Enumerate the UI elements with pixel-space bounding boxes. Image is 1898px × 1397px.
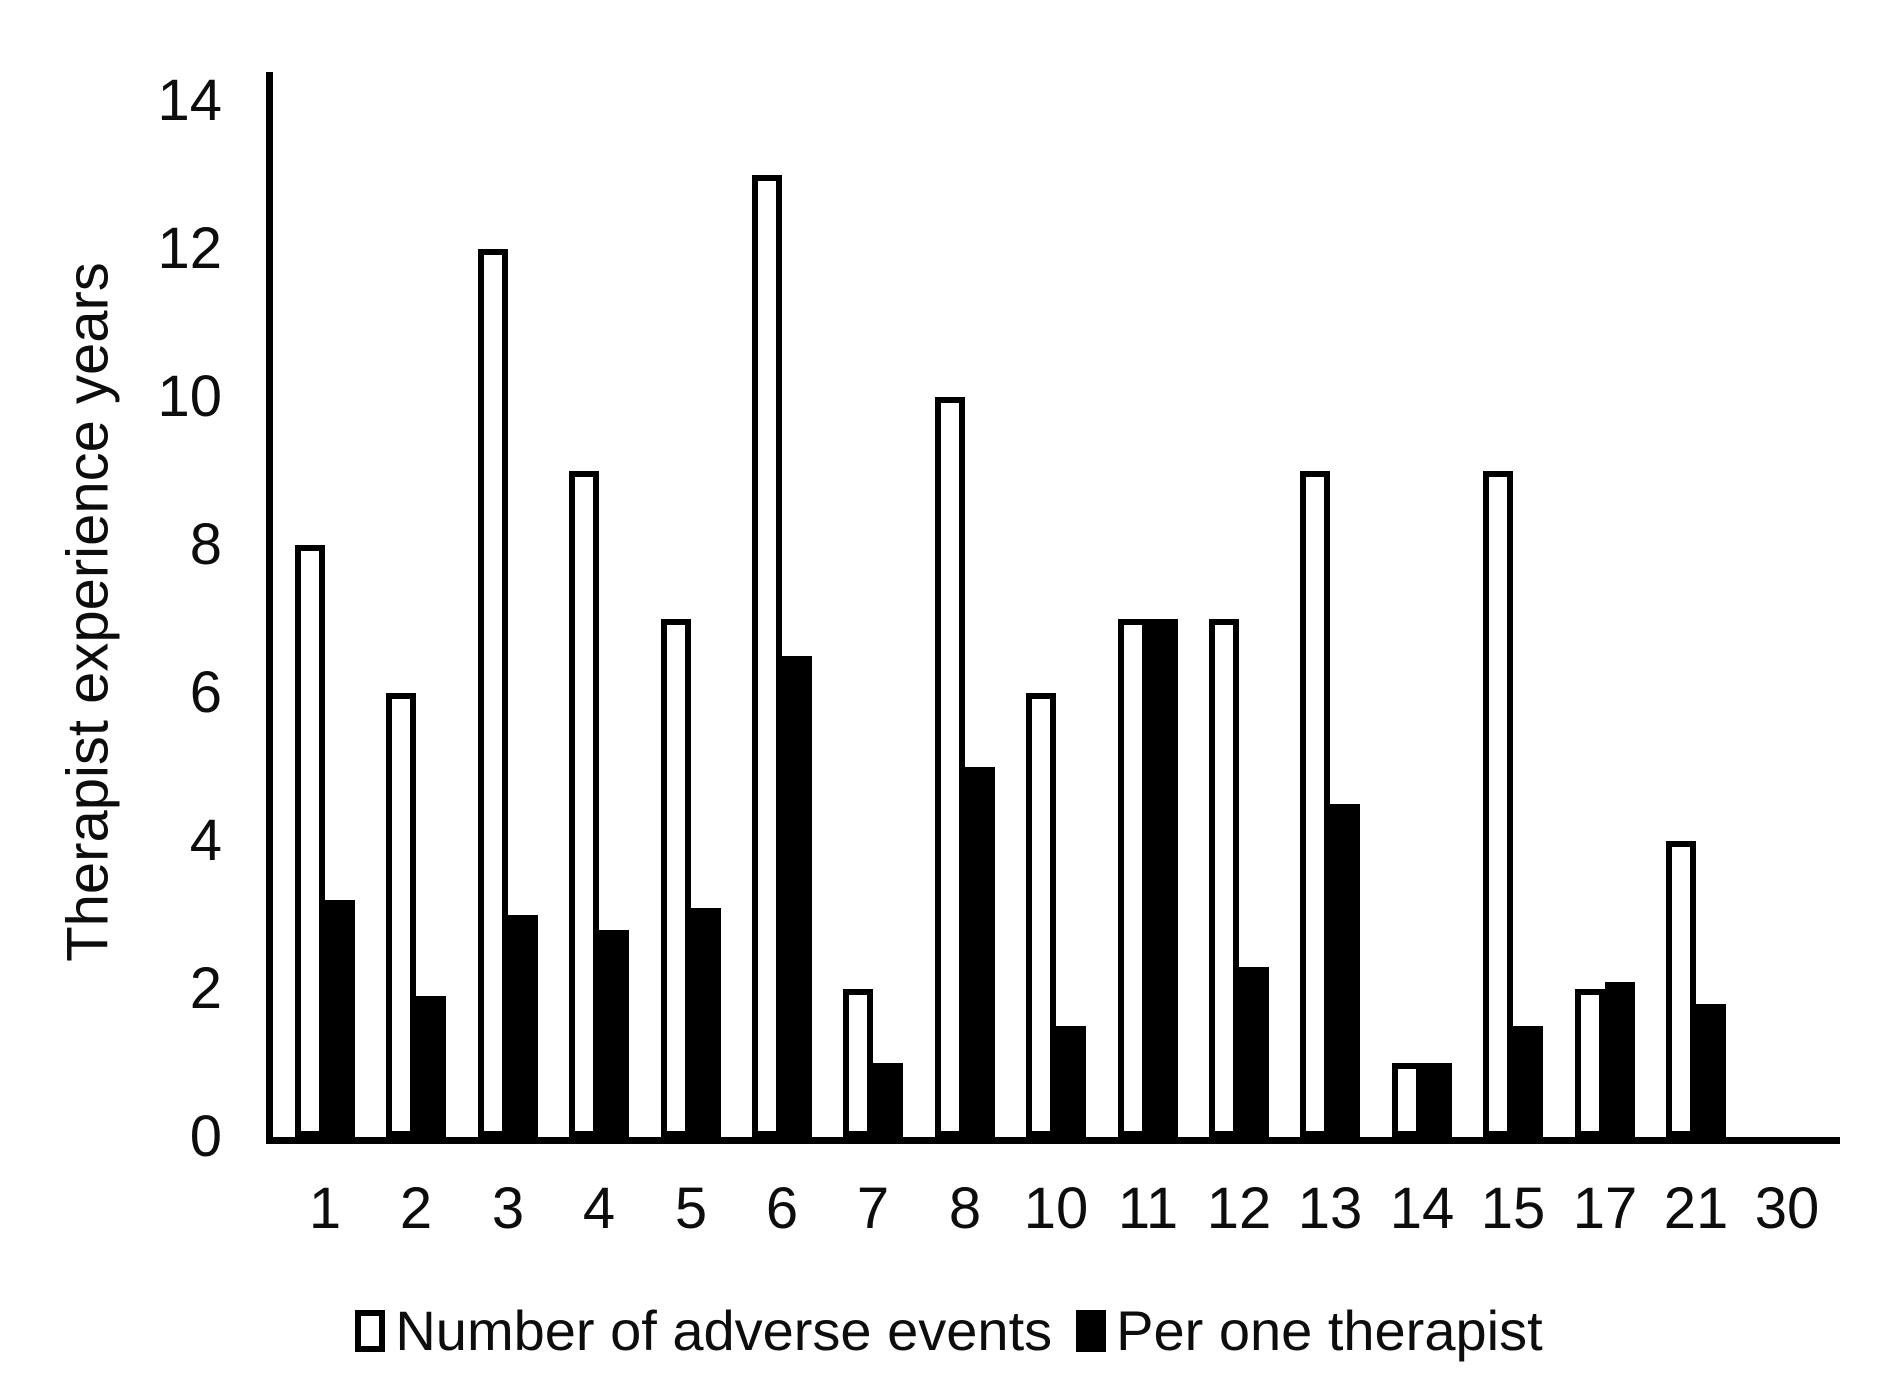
legend-label: Per one therapist	[1116, 1299, 1543, 1362]
bar-per-therapist-x13	[1330, 804, 1360, 1137]
y-tick-label: 14	[157, 68, 222, 133]
legend-item-per-therapist: Per one therapist	[1076, 1298, 1543, 1363]
x-tick-label-7: 7	[856, 1176, 890, 1241]
bar-adverse-events-x15	[1483, 471, 1513, 1137]
bar-adverse-events-x3	[478, 249, 508, 1137]
white-square-icon	[355, 1309, 386, 1352]
bar-adverse-events-x1	[295, 545, 325, 1137]
x-tick-label-11: 11	[1117, 1176, 1179, 1241]
x-tick-label-14: 14	[1389, 1176, 1455, 1241]
bar-adverse-events-x10	[1026, 693, 1056, 1137]
y-tick-label: 8	[189, 512, 222, 577]
x-tick-label-12: 12	[1206, 1176, 1272, 1241]
bar-per-therapist-x17	[1605, 982, 1635, 1137]
x-tick-label-13: 13	[1297, 1176, 1363, 1241]
bar-adverse-events-x5	[661, 619, 691, 1137]
bar-per-therapist-x2	[416, 996, 446, 1137]
bar-per-therapist-x10	[1056, 1026, 1086, 1137]
legend-label: Number of adverse events	[395, 1299, 1053, 1362]
bar-adverse-events-x6	[752, 175, 782, 1137]
x-tick-label-5: 5	[674, 1176, 708, 1241]
x-tick-label-3: 3	[491, 1176, 525, 1241]
x-tick-label-15: 15	[1480, 1176, 1546, 1241]
bar-per-therapist-x4	[599, 930, 629, 1137]
bar-adverse-events-x11	[1118, 619, 1148, 1137]
bar-per-therapist-x6	[782, 656, 812, 1137]
bar-per-therapist-x1	[325, 900, 355, 1137]
legend-item-adverse-events: Number of adverse events	[355, 1298, 1052, 1363]
y-tick-label: 12	[157, 216, 222, 281]
bar-per-therapist-x12	[1239, 967, 1269, 1137]
bar-per-therapist-x3	[508, 915, 538, 1137]
x-tick-label-1: 1	[308, 1176, 342, 1241]
bar-adverse-events-x21	[1666, 841, 1696, 1137]
bar-per-therapist-x21	[1696, 1004, 1726, 1137]
bar-per-therapist-x5	[691, 908, 721, 1137]
bar-adverse-events-x13	[1300, 471, 1330, 1137]
black-square-icon	[1076, 1309, 1107, 1352]
x-tick-label-4: 4	[582, 1176, 616, 1241]
y-tick-label: 2	[189, 956, 222, 1021]
x-tick-label-8: 8	[948, 1176, 982, 1241]
bar-adverse-events-x4	[569, 471, 599, 1137]
y-axis-line	[266, 72, 273, 1143]
bar-per-therapist-x7	[873, 1063, 903, 1137]
bar-adverse-events-x17	[1575, 989, 1605, 1137]
bar-per-therapist-x8	[965, 767, 995, 1137]
x-tick-label-21: 21	[1663, 1176, 1729, 1241]
x-axis-line	[266, 1137, 1840, 1144]
bar-adverse-events-x7	[843, 989, 873, 1137]
x-tick-label-30: 30	[1754, 1176, 1820, 1241]
x-tick-label-2: 2	[399, 1176, 433, 1241]
bar-adverse-events-x8	[935, 397, 965, 1137]
y-tick-label: 4	[189, 808, 222, 873]
bar-adverse-events-x14	[1392, 1063, 1422, 1137]
y-tick-label: 6	[189, 660, 222, 725]
x-tick-label-6: 6	[765, 1176, 799, 1241]
bar-adverse-events-x2	[386, 693, 416, 1137]
bar-per-therapist-x14	[1422, 1063, 1452, 1137]
bar-adverse-events-x12	[1209, 619, 1239, 1137]
x-tick-label-10: 10	[1023, 1176, 1089, 1241]
bar-per-therapist-x15	[1513, 1026, 1543, 1137]
y-tick-label: 10	[157, 364, 222, 429]
y-tick-label: 0	[189, 1104, 222, 1169]
legend: Number of adverse events Per one therapis…	[0, 1298, 1898, 1363]
x-tick-label-17: 17	[1572, 1176, 1638, 1241]
bar-per-therapist-x11	[1148, 619, 1178, 1137]
